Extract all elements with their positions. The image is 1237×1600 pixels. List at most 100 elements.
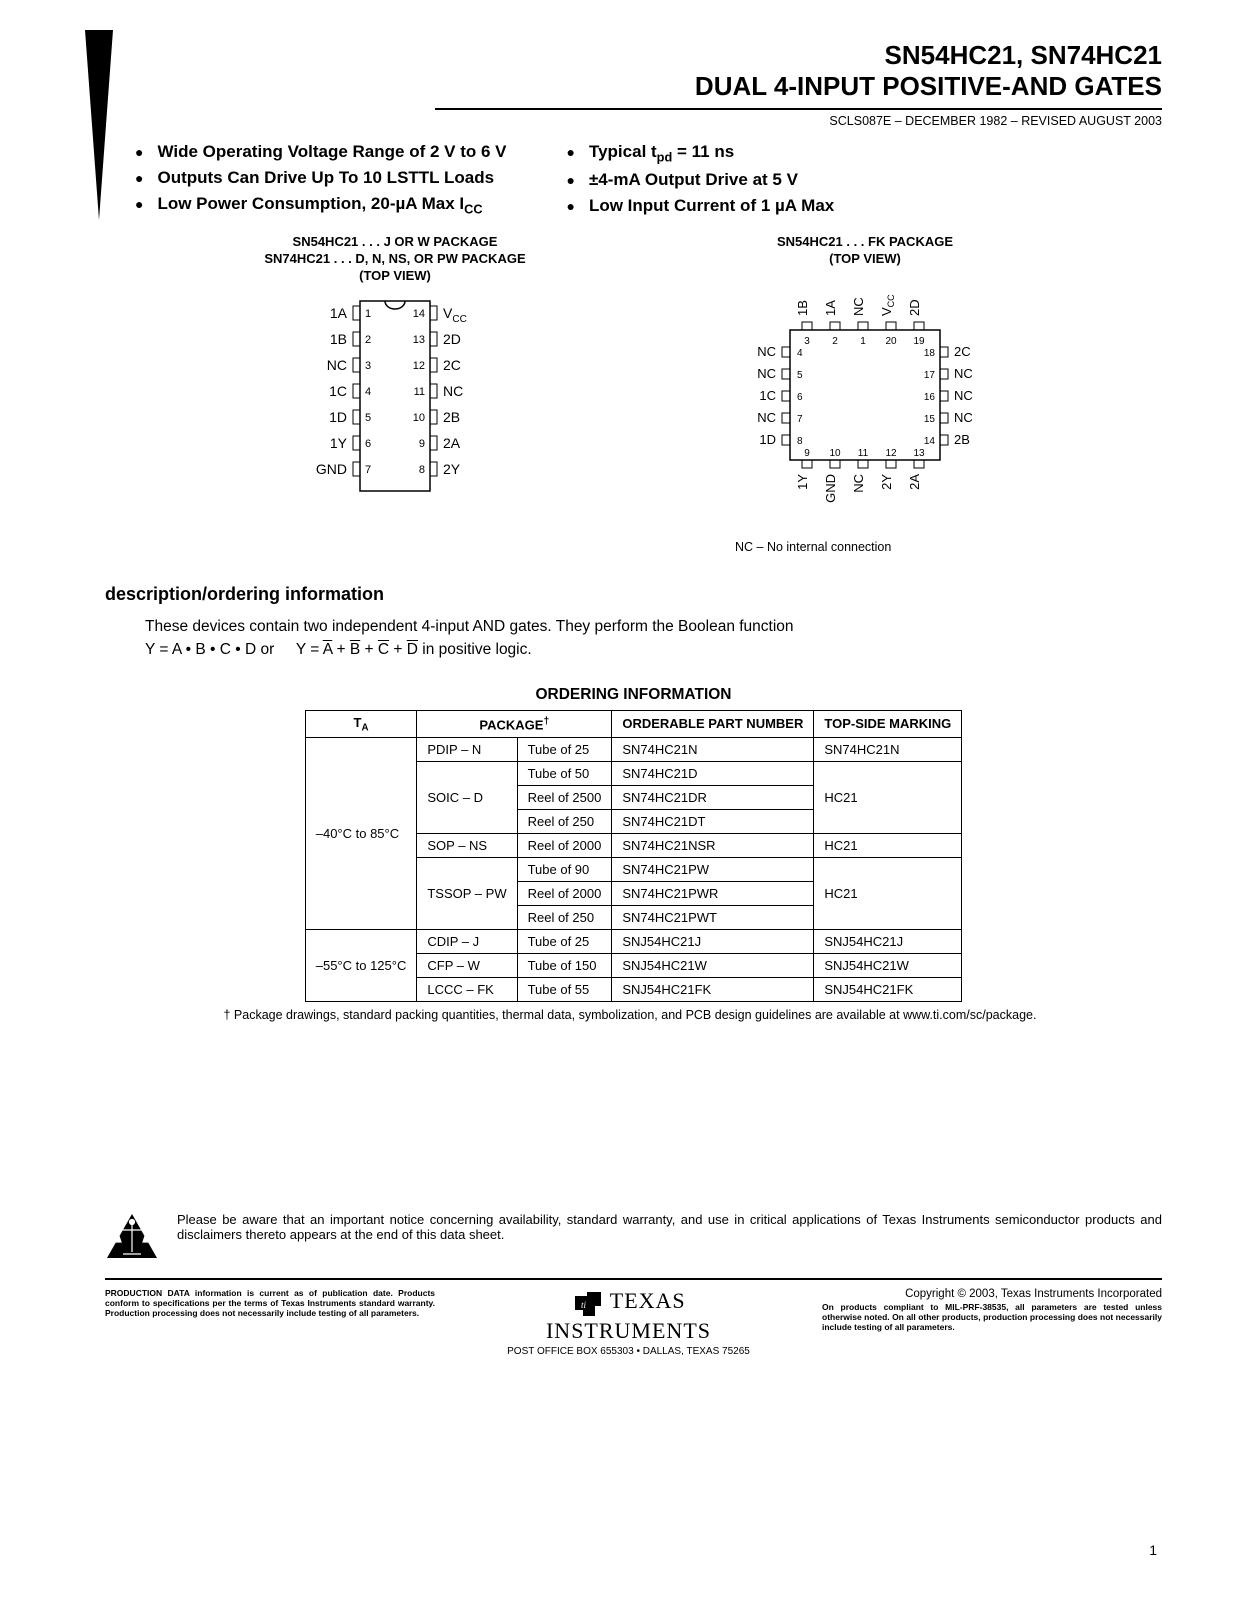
- svg-text:7: 7: [365, 464, 371, 476]
- ti-address: POST OFFICE BOX 655303 • DALLAS, TEXAS 7…: [465, 1346, 792, 1357]
- table-row: –55°C to 125°C CDIP – J Tube of 25 SNJ54…: [305, 930, 962, 954]
- svg-text:6: 6: [365, 438, 371, 450]
- svg-text:GND: GND: [823, 474, 838, 503]
- svg-text:1Y: 1Y: [330, 435, 348, 451]
- bullet-item: Low Input Current of 1 µA Max: [567, 196, 835, 216]
- device-name-title: DUAL 4-INPUT POSITIVE-AND GATES: [435, 71, 1162, 102]
- col-package: PACKAGE†: [417, 710, 612, 738]
- dip-package-heading: SN54HC21 . . . J OR W PACKAGE SN74HC21 .…: [185, 234, 605, 285]
- svg-text:15: 15: [924, 414, 936, 425]
- page-footer: PRODUCTION DATA information is current a…: [105, 1278, 1162, 1357]
- svg-text:2C: 2C: [954, 344, 971, 359]
- page-number: 1: [1149, 1542, 1157, 1558]
- bullet-item: Wide Operating Voltage Range of 2 V to 6…: [135, 142, 507, 162]
- scales-icon: [105, 1212, 159, 1260]
- svg-text:9: 9: [804, 448, 810, 459]
- footer-production-data: PRODUCTION DATA information is current a…: [105, 1288, 435, 1318]
- svg-text:NC: NC: [851, 474, 866, 493]
- fk-nc-note: NC – No internal connection: [735, 540, 1055, 554]
- svg-text:1B: 1B: [795, 300, 810, 316]
- svg-text:13: 13: [913, 448, 925, 459]
- svg-text:GND: GND: [316, 461, 347, 477]
- ordering-footnote: † Package drawings, standard packing qua…: [224, 1008, 1044, 1022]
- svg-text:ti: ti: [581, 1300, 587, 1310]
- dip-package-diagram: 1A114VCC1B2132DNC3122C1C411NC1D5102B1Y69…: [265, 291, 525, 501]
- svg-text:2Y: 2Y: [879, 474, 894, 490]
- description-heading: description/ordering information: [105, 584, 1162, 605]
- svg-text:NC: NC: [954, 410, 973, 425]
- svg-text:20: 20: [885, 336, 897, 347]
- svg-text:17: 17: [924, 370, 936, 381]
- copyright-text: Copyright © 2003, Texas Instruments Inco…: [822, 1288, 1162, 1300]
- table-header-row: TA PACKAGE† ORDERABLE PART NUMBER TOP-SI…: [305, 710, 962, 738]
- svg-text:1D: 1D: [329, 409, 347, 425]
- svg-text:1C: 1C: [759, 388, 776, 403]
- svg-text:14: 14: [924, 436, 936, 447]
- svg-text:1: 1: [860, 336, 866, 347]
- svg-text:2A: 2A: [907, 474, 922, 490]
- svg-text:2: 2: [832, 336, 838, 347]
- svg-text:1A: 1A: [330, 305, 348, 321]
- footer-ti-logo: ti TEXAS INSTRUMENTS POST OFFICE BOX 655…: [465, 1288, 792, 1357]
- svg-text:NC: NC: [443, 383, 463, 399]
- svg-text:5: 5: [365, 412, 371, 424]
- svg-text:5: 5: [797, 370, 803, 381]
- svg-text:NC: NC: [757, 344, 776, 359]
- svg-text:NC: NC: [327, 357, 347, 373]
- header-wedge-icon: [85, 30, 125, 230]
- svg-text:11: 11: [858, 448, 869, 459]
- svg-text:4: 4: [365, 386, 371, 398]
- svg-text:10: 10: [829, 448, 841, 459]
- svg-text:8: 8: [797, 436, 803, 447]
- svg-text:1D: 1D: [759, 432, 776, 447]
- svg-text:18: 18: [924, 348, 936, 359]
- fk-package-heading: SN54HC21 . . . FK PACKAGE (TOP VIEW): [675, 234, 1055, 268]
- svg-text:1B: 1B: [330, 331, 347, 347]
- svg-text:19: 19: [913, 336, 925, 347]
- svg-text:1C: 1C: [329, 383, 347, 399]
- feature-bullets-left: Wide Operating Voltage Range of 2 V to 6…: [135, 142, 507, 222]
- svg-text:2B: 2B: [954, 432, 970, 447]
- col-partnum: ORDERABLE PART NUMBER: [612, 710, 814, 738]
- svg-text:NC: NC: [954, 388, 973, 403]
- svg-text:VCC: VCC: [879, 294, 896, 316]
- bullet-item: Typical tpd = 11 ns: [567, 142, 835, 164]
- svg-text:16: 16: [924, 392, 936, 403]
- package-diagrams-row: SN54HC21 . . . J OR W PACKAGE SN74HC21 .…: [185, 234, 1162, 554]
- col-ta: TA: [305, 710, 417, 738]
- svg-text:12: 12: [885, 448, 897, 459]
- svg-text:12: 12: [413, 360, 425, 372]
- svg-text:NC: NC: [757, 410, 776, 425]
- feature-bullets-right: Typical tpd = 11 ns ±4-mA Output Drive a…: [567, 142, 835, 222]
- svg-text:4: 4: [797, 348, 803, 359]
- col-marking: TOP-SIDE MARKING: [814, 710, 962, 738]
- svg-text:2D: 2D: [443, 331, 461, 347]
- svg-text:1Y: 1Y: [795, 474, 810, 490]
- svg-text:14: 14: [413, 308, 425, 320]
- svg-text:2A: 2A: [443, 435, 461, 451]
- svg-text:3: 3: [365, 360, 371, 372]
- svg-text:13: 13: [413, 334, 425, 346]
- svg-text:VCC: VCC: [443, 305, 467, 325]
- svg-text:2Y: 2Y: [443, 461, 461, 477]
- datasheet-page: SN54HC21, SN74HC21 DUAL 4-INPUT POSITIVE…: [0, 0, 1237, 1600]
- feature-bullets: Wide Operating Voltage Range of 2 V to 6…: [135, 142, 1162, 222]
- svg-text:2C: 2C: [443, 357, 461, 373]
- ti-chip-icon: ti: [571, 1288, 605, 1318]
- table-row: –40°C to 85°C PDIP – N Tube of 25 SN74HC…: [305, 738, 962, 762]
- bullet-item: ±4-mA Output Drive at 5 V: [567, 170, 835, 190]
- svg-text:8: 8: [419, 464, 425, 476]
- svg-text:2B: 2B: [443, 409, 460, 425]
- ordering-table: TA PACKAGE† ORDERABLE PART NUMBER TOP-SI…: [305, 710, 963, 1003]
- svg-text:3: 3: [804, 336, 810, 347]
- footer-compliance-text: On products compliant to MIL-PRF-38535, …: [822, 1302, 1162, 1332]
- ordering-table-title: ORDERING INFORMATION: [105, 686, 1162, 704]
- svg-text:6: 6: [797, 392, 803, 403]
- svg-text:NC: NC: [757, 366, 776, 381]
- svg-text:2D: 2D: [907, 300, 922, 317]
- notice-text: Please be aware that an important notice…: [177, 1212, 1162, 1242]
- svg-text:7: 7: [797, 414, 803, 425]
- fk-package-column: SN54HC21 . . . FK PACKAGE (TOP VIEW) 3 1B…: [675, 234, 1055, 554]
- revision-line: SCLS087E – DECEMBER 1982 – REVISED AUGUS…: [435, 108, 1162, 128]
- footer-right: Copyright © 2003, Texas Instruments Inco…: [822, 1288, 1162, 1332]
